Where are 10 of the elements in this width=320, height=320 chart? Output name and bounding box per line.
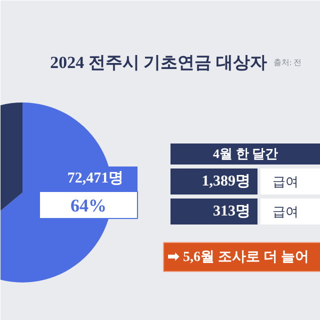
text: 313명 (213, 204, 250, 220)
text: ➡ 5,6월 조사로 더 늘어 (168, 250, 309, 265)
data-label: 64% (70, 196, 106, 216)
text: 4월 한 달간 (213, 146, 278, 161)
text: 급여 (272, 204, 298, 219)
text: 1,389명 (202, 174, 250, 190)
source-note: 출처: 전 (273, 58, 302, 67)
text: 2024 전주시 기초연금 대상자 (50, 53, 267, 72)
text: 72,471명 (67, 170, 124, 186)
text: 급여 (272, 174, 298, 189)
